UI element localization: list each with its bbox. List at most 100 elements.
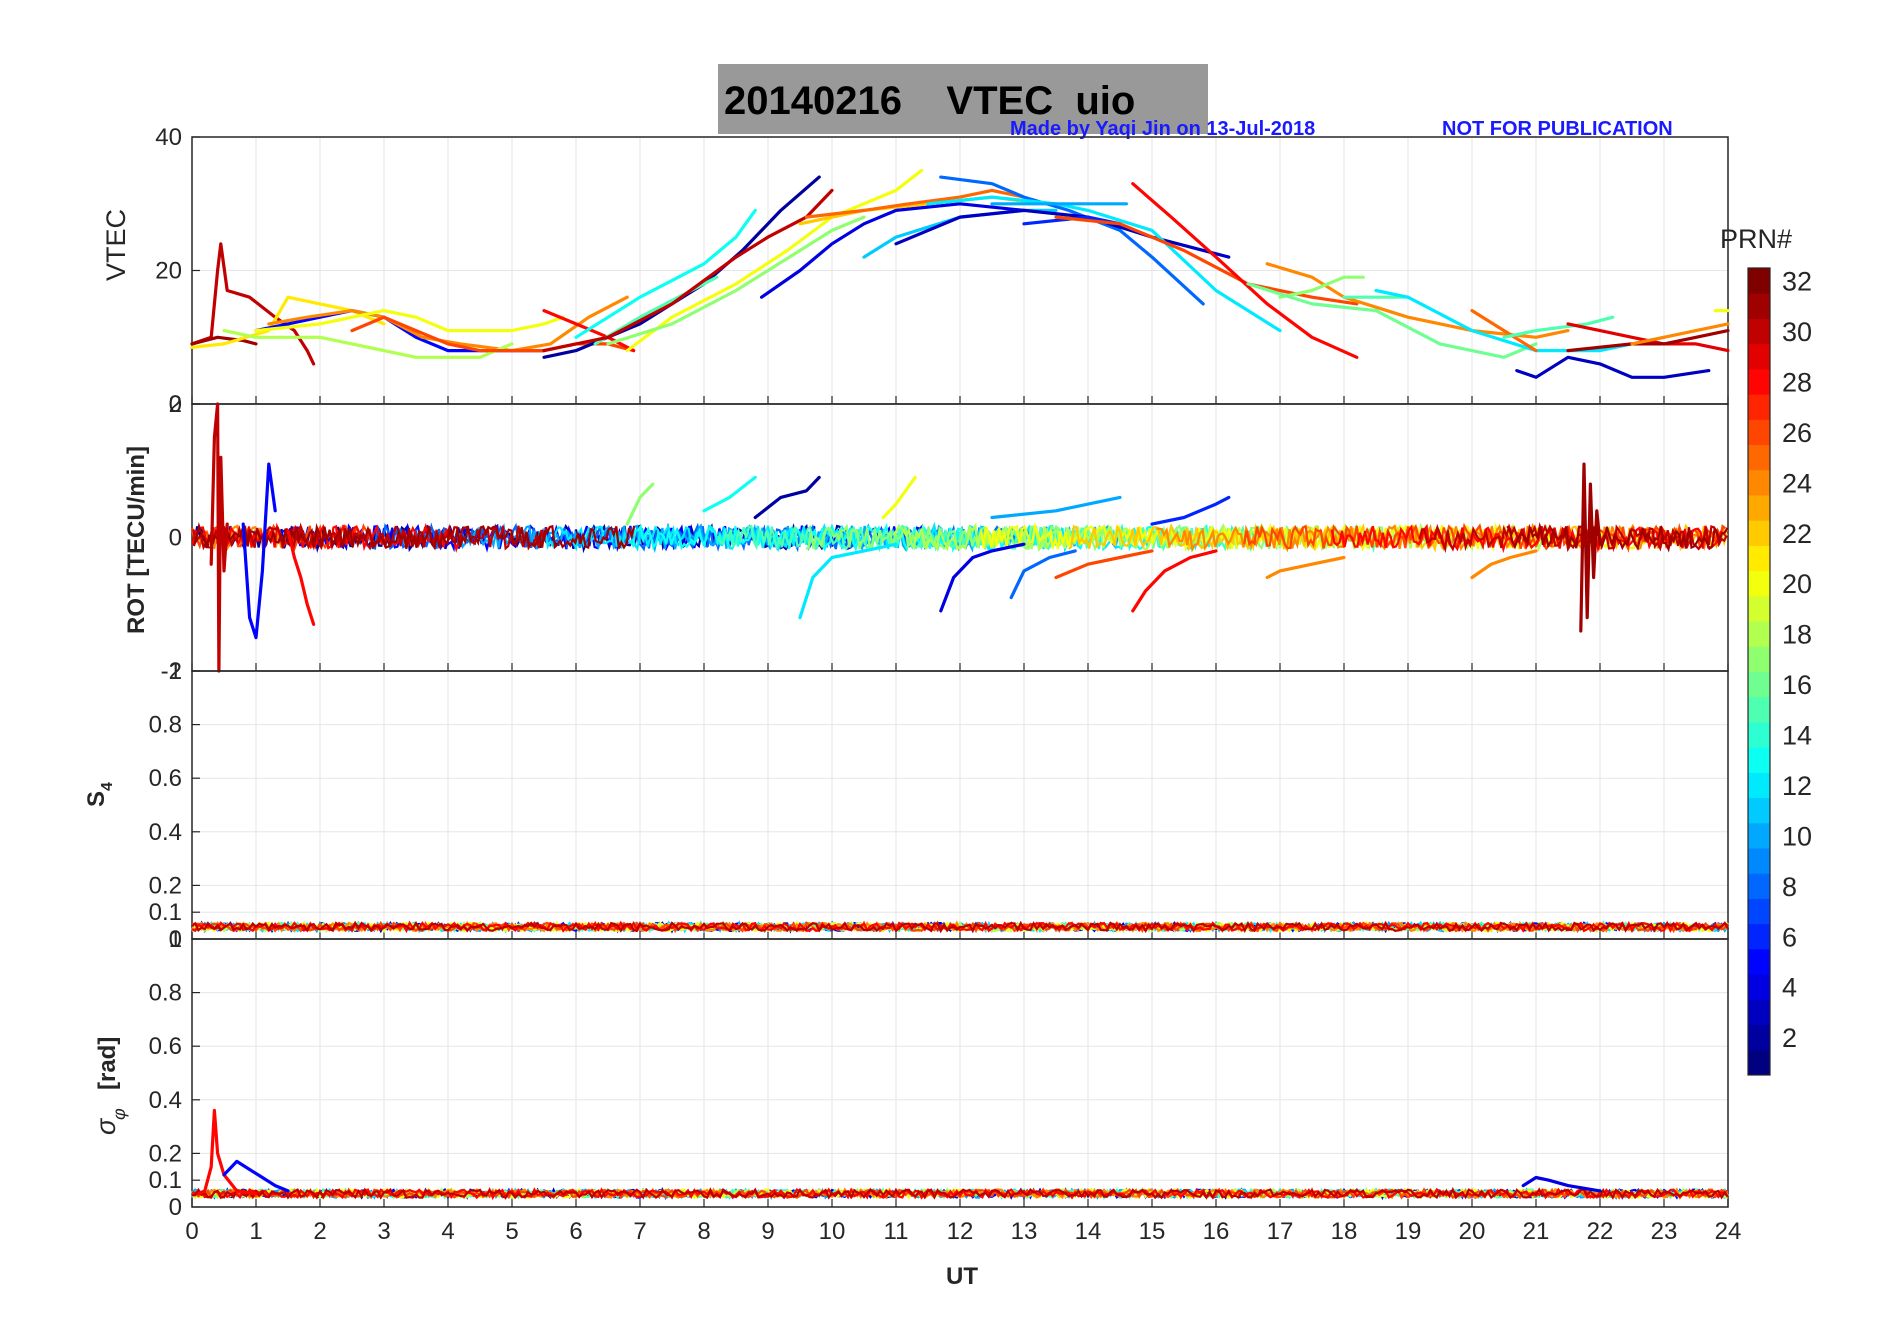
colorbar-tick-label: 30 — [1782, 317, 1812, 347]
s4-ylabel-sub: 4 — [99, 782, 116, 791]
vtec-series-prn-20 — [254, 309, 565, 333]
x-tick-label: 18 — [1331, 1218, 1358, 1245]
colorbar-swatch — [1748, 570, 1770, 597]
rot-series-prn-6 — [1150, 495, 1231, 526]
x-tick-label: 17 — [1267, 1218, 1294, 1245]
colorbar-swatch — [1748, 520, 1770, 546]
panel-vtec: 0 20 40 — [155, 124, 1730, 418]
colorbar-swatch — [1748, 368, 1770, 395]
rot-series-prn-13 — [702, 475, 757, 513]
colorbar-swatch — [1748, 721, 1770, 748]
vtec-series-prn-26 — [1054, 215, 1359, 306]
rot-series-prn-24 — [1470, 549, 1538, 580]
x-tick-label: 1 — [249, 1218, 262, 1245]
sigma_phi-series-prn-28 — [196, 1108, 258, 1196]
x-tick-label: 5 — [505, 1218, 518, 1245]
panel-s4: 00.10.2 0.4 0.6 0.8 1 — [149, 658, 1729, 953]
vtec-series-prn-18 — [222, 329, 514, 359]
sigma_phi-ytick-label: 1 — [169, 926, 182, 953]
x-tick-label: 19 — [1395, 1218, 1422, 1245]
sigma_phi-ytick-label: 0.6 — [149, 1033, 182, 1060]
rot-series-prn-5 — [241, 462, 277, 640]
s4-noise-series — [191, 920, 1729, 934]
sigma-ylabel-main: σ — [91, 1117, 121, 1135]
colorbar-swatch — [1748, 419, 1770, 446]
s4-ytick-label: 0.4 — [149, 819, 182, 846]
s4-ytick-label: 0.2 — [149, 872, 182, 899]
vtec-series-prn-20 — [625, 168, 924, 353]
rot-ylabel: ROT [TECU/min] — [123, 446, 150, 634]
rot-series-prn-31 — [1579, 462, 1602, 633]
rot-ytick-label: -2 — [161, 658, 182, 685]
rot-series-prn-4 — [939, 542, 1026, 613]
vtec-series-prn-28 — [1131, 182, 1359, 359]
rot-series-prn-17 — [625, 482, 655, 526]
sigma_phi-ytick-label: 0.4 — [149, 1087, 182, 1114]
colorbar-swatch — [1748, 646, 1770, 672]
colorbar-swatch — [1748, 822, 1770, 849]
vtec-series-prn-28 — [542, 309, 636, 353]
colorbar-frame — [1747, 267, 1771, 1076]
colorbar-swatch — [1748, 394, 1770, 420]
x-tick-label: 24 — [1715, 1218, 1742, 1245]
colorbar-tick-label: 22 — [1782, 519, 1812, 549]
colorbar-swatch — [1748, 747, 1770, 773]
x-tick-label: 12 — [947, 1218, 974, 1245]
x-tick-label: 6 — [569, 1218, 582, 1245]
rot-series-prn-12 — [798, 542, 898, 620]
colorbar-swatch — [1748, 923, 1770, 950]
sigma_phi-noise-series — [191, 1186, 1729, 1200]
colorbar-tick-label: 4 — [1782, 973, 1797, 1003]
s4-ylabel: S 4 — [83, 782, 116, 807]
x-tick-label: 0 — [185, 1218, 198, 1245]
panel-sigma_phi: 00.10.20.40.60.810 1 2 3 4 5 6 7 8 9 10 11 12 13 14 15 1… — [149, 926, 1742, 1245]
vtec-series-prn-24 — [1630, 322, 1730, 346]
x-tick-label: 13 — [1011, 1218, 1038, 1245]
rot-series-prn-10 — [990, 495, 1122, 520]
x-tick-label: 21 — [1523, 1218, 1550, 1245]
colorbar-swatch — [1748, 293, 1770, 319]
vtec-series-prn-3 — [1515, 355, 1711, 379]
rot-series-prn-24 — [1265, 555, 1346, 580]
vtec-series-prn-16 — [1246, 282, 1538, 359]
colorbar-tick-label: 6 — [1782, 922, 1797, 952]
colorbar-swatch — [1748, 671, 1770, 698]
vtec-series-prn-21 — [190, 295, 386, 349]
title-background — [718, 64, 1208, 134]
vtec-series-prn-4 — [760, 202, 1026, 299]
colorbar-tick-label: 24 — [1782, 468, 1812, 498]
colorbar-swatch — [1748, 999, 1770, 1026]
rot-series-prn-28 — [286, 529, 316, 626]
colorbar-tick-label: 2 — [1782, 1023, 1797, 1053]
sigma_phi-ytick-label: 0.1 — [149, 1167, 182, 1194]
colorbar-swatch — [1748, 848, 1770, 874]
colorbar-swatch — [1748, 797, 1770, 824]
chart-title: 20140216 VTEC uio — [724, 79, 1135, 123]
x-tick-label: 22 — [1587, 1218, 1614, 1245]
x-tick-label: 7 — [633, 1218, 646, 1245]
vtec-series-prn-31 — [190, 335, 258, 346]
x-tick-label: 14 — [1075, 1218, 1102, 1245]
s4-ytick-label: 0 — [169, 926, 182, 953]
x-tick-label: 3 — [377, 1218, 390, 1245]
vtec-ytick-label: 40 — [155, 124, 182, 151]
rot-noise-series — [278, 522, 944, 553]
made-by-note: Made by Yaqi Jin on 13-Jul-2018 — [1010, 118, 1315, 140]
colorbar-swatch — [1748, 1024, 1770, 1051]
x-tick-label: 8 — [697, 1218, 710, 1245]
rot-noise-series — [192, 521, 1729, 553]
vtec-series-prn-17 — [606, 215, 866, 346]
sigma-ylabel-sub: φ — [109, 1108, 129, 1120]
x-tick-label: 15 — [1139, 1218, 1166, 1245]
rot-ytick-label: 0 — [169, 525, 182, 552]
x-tick-label: 20 — [1459, 1218, 1486, 1245]
s4-ytick-label: 0.1 — [149, 899, 182, 926]
sigma_phi-ytick-label: 0.2 — [149, 1140, 182, 1167]
colorbar-tick-label: 10 — [1782, 821, 1812, 851]
vtec-series-prn-17 — [1278, 275, 1365, 299]
vtec-series-prn-8 — [939, 175, 1205, 306]
colorbar-swatch — [1748, 696, 1770, 723]
sigma_phi-series-prn-5 — [222, 1159, 290, 1193]
